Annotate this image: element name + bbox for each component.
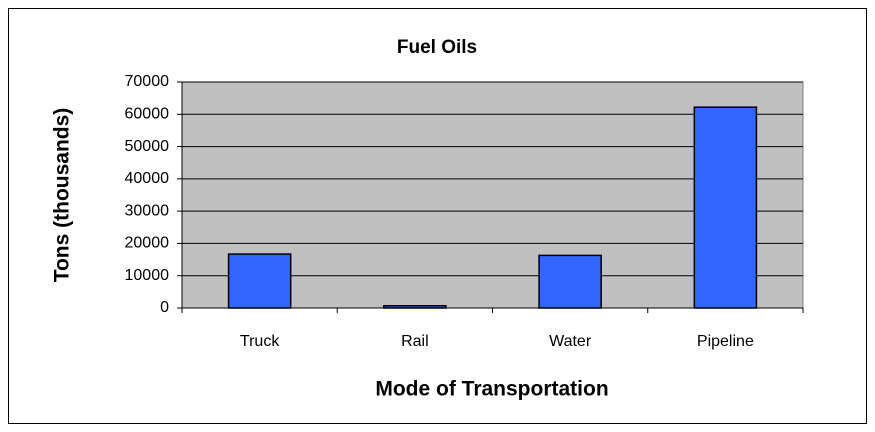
- y-tick-label: 0: [160, 299, 169, 316]
- y-tick-label: 50000: [125, 138, 170, 155]
- bar: [383, 304, 447, 309]
- bar: [538, 254, 602, 309]
- x-axis-label: Mode of Transportation: [375, 378, 608, 401]
- y-tick-label: 70000: [125, 73, 170, 90]
- chart-title: Fuel Oils: [397, 37, 477, 58]
- y-axis-label: Tons (thousands): [51, 108, 74, 283]
- y-tick-label: 10000: [125, 267, 170, 284]
- y-tick-label: 30000: [125, 202, 170, 219]
- y-tick-label: 20000: [125, 235, 170, 252]
- x-tick-label: Rail: [401, 333, 429, 350]
- y-tick-label: 40000: [125, 170, 170, 187]
- bar: [227, 253, 292, 309]
- x-tick-label: Pipeline: [697, 333, 754, 350]
- x-tick-label: Water: [549, 333, 592, 350]
- bar: [693, 106, 758, 309]
- x-tick-label: Truck: [240, 333, 280, 350]
- y-tick-label: 60000: [125, 106, 170, 123]
